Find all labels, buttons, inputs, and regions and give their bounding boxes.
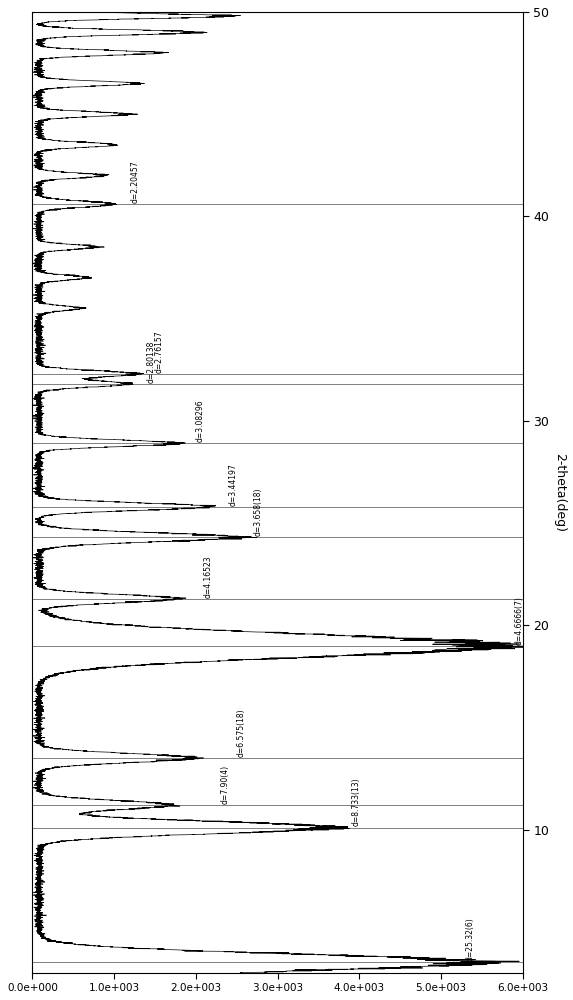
Text: d=2.76157: d=2.76157 (155, 330, 164, 373)
Text: d=2.80138: d=2.80138 (147, 341, 156, 383)
Text: d=2.20457: d=2.20457 (131, 160, 139, 203)
Text: d=25.32(6): d=25.32(6) (466, 918, 475, 961)
Text: d=6.575(18): d=6.575(18) (237, 708, 246, 757)
Text: d=7.90(4): d=7.90(4) (221, 765, 229, 804)
Text: d=3.44197: d=3.44197 (229, 463, 238, 506)
Text: d=3.08296: d=3.08296 (196, 400, 205, 442)
Text: d=4.6666(7): d=4.6666(7) (515, 596, 524, 645)
Text: d=8.733(13): d=8.733(13) (351, 778, 360, 826)
Y-axis label: 2-theta(deg): 2-theta(deg) (553, 453, 566, 532)
Text: d=3.658(18): d=3.658(18) (253, 488, 262, 536)
Text: d=4.16523: d=4.16523 (204, 555, 213, 598)
